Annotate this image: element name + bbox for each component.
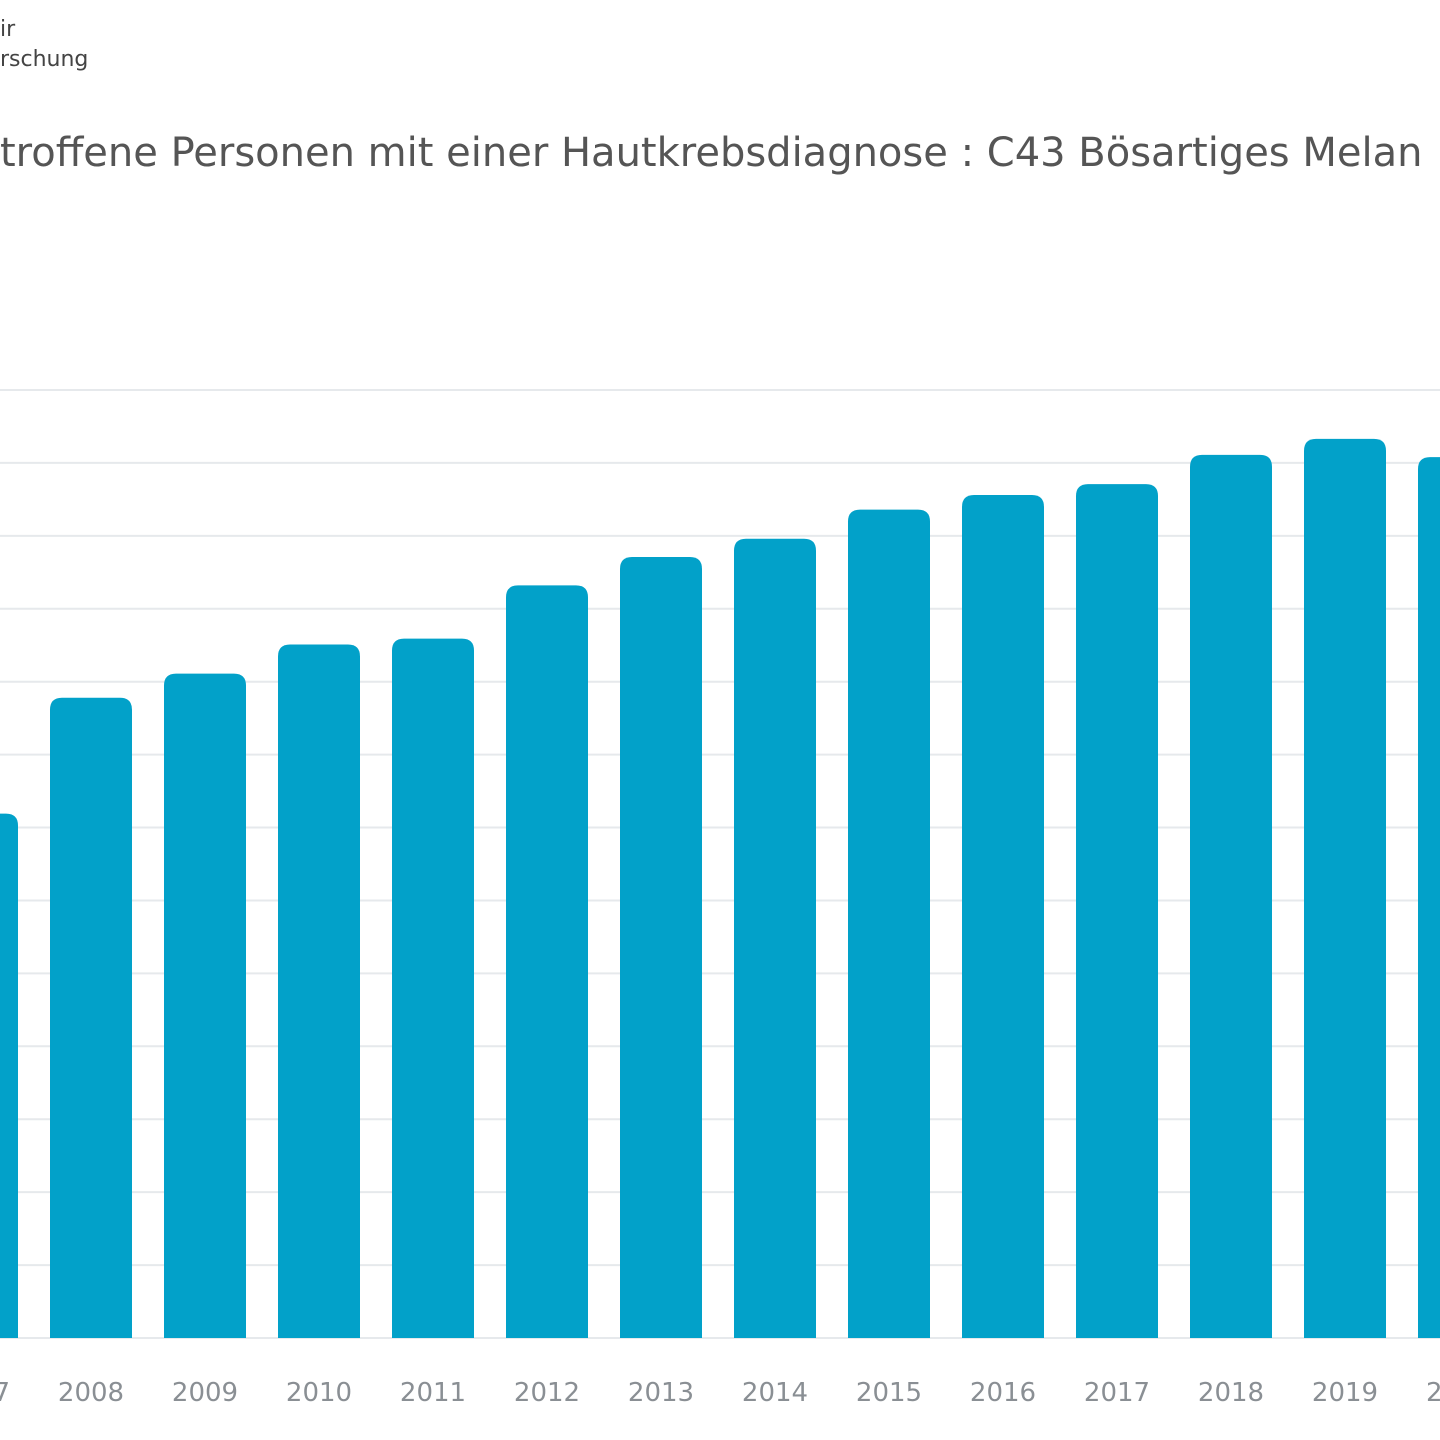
x-tick-label: 2013: [628, 1378, 694, 1408]
x-tick-label: 2012: [514, 1378, 580, 1408]
chart-title: troffene Personen mit einer Hautkrebsdia…: [0, 130, 1422, 176]
bar: [278, 644, 360, 1338]
logo-text: ir: [0, 17, 16, 42]
bar: [1076, 484, 1158, 1338]
x-tick-label: 2017: [1084, 1378, 1150, 1408]
bar: [50, 697, 132, 1338]
bar: [0, 813, 18, 1338]
bar: [1418, 457, 1440, 1338]
x-tick-label: 2018: [1198, 1378, 1264, 1408]
bar: [392, 638, 474, 1338]
x-tick-label: 2011: [400, 1378, 466, 1408]
x-tick-label: 2010: [286, 1378, 352, 1408]
x-tick-label: 2016: [970, 1378, 1036, 1408]
x-tick-label: 7: [0, 1378, 10, 1408]
x-tick-label: 2019: [1312, 1378, 1378, 1408]
bar: [1304, 438, 1386, 1338]
x-tick-label: 2009: [172, 1378, 238, 1408]
bar: [962, 495, 1044, 1338]
bar: [848, 509, 930, 1338]
bar: [1190, 454, 1272, 1338]
x-tick-label: 2014: [742, 1378, 808, 1408]
x-tick-label: 2: [1426, 1378, 1440, 1408]
bar: [506, 585, 588, 1338]
bar: [620, 556, 702, 1338]
bar: [164, 673, 246, 1338]
x-tick-label: 2015: [856, 1378, 922, 1408]
x-tick-label: 2008: [58, 1378, 124, 1408]
bar: [734, 538, 816, 1338]
logo-text: rschung: [0, 47, 88, 72]
